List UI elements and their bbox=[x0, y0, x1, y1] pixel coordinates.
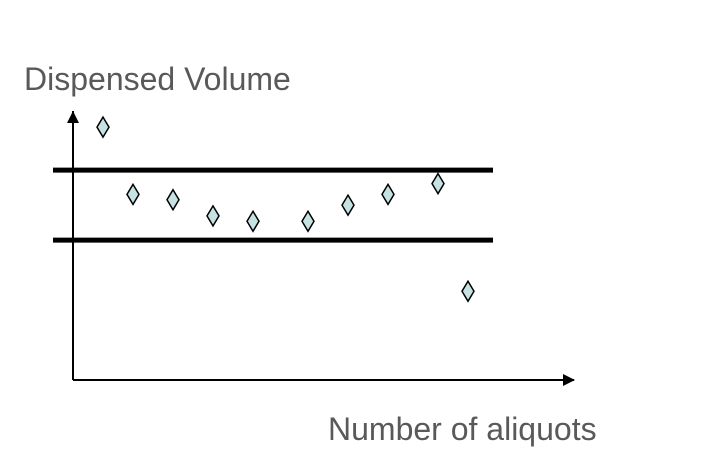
data-points bbox=[96, 115, 475, 303]
data-point-4 bbox=[206, 204, 220, 228]
x-axis-label: Number of aliquots bbox=[328, 411, 597, 447]
data-point-8 bbox=[381, 182, 395, 206]
data-point-1 bbox=[96, 115, 110, 139]
y-axis-arrowhead bbox=[67, 111, 79, 123]
data-point-9 bbox=[431, 172, 445, 196]
data-point-7 bbox=[341, 193, 355, 217]
data-point-5 bbox=[246, 209, 260, 233]
data-point-10 bbox=[461, 279, 475, 303]
x-axis-arrowhead bbox=[563, 374, 575, 386]
y-axis-label: Dispensed Volume bbox=[24, 61, 291, 97]
data-point-2 bbox=[126, 182, 140, 206]
data-point-6 bbox=[301, 209, 315, 233]
data-point-3 bbox=[166, 188, 180, 212]
